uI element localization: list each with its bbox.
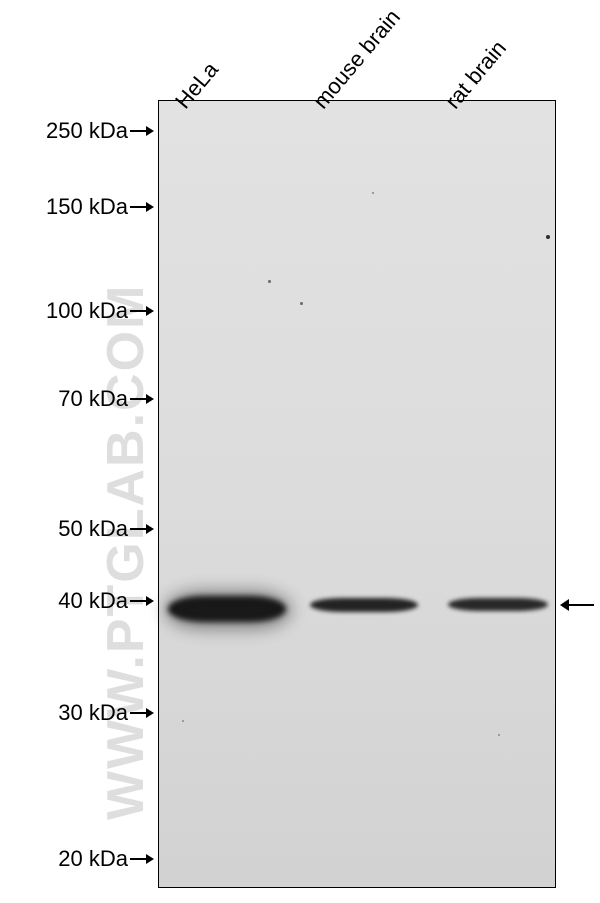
marker-label: 100 kDa	[0, 297, 158, 324]
noise-dot	[300, 302, 303, 305]
noise-dot	[372, 192, 374, 194]
marker-arrow-icon	[130, 124, 158, 138]
noise-dot	[268, 280, 271, 283]
marker-label-text: 70 kDa	[0, 386, 128, 412]
marker-arrow-icon	[130, 392, 158, 406]
band	[164, 590, 292, 630]
marker-arrow-icon	[130, 594, 158, 608]
marker-label: 150 kDa	[0, 193, 158, 220]
band	[310, 598, 418, 612]
marker-label-text: 30 kDa	[0, 700, 128, 726]
marker-arrow-icon	[130, 852, 158, 866]
marker-label-text: 40 kDa	[0, 588, 128, 614]
marker-label: 250 kDa	[0, 117, 158, 144]
marker-arrow-icon	[130, 522, 158, 536]
marker-arrow-icon	[130, 706, 158, 720]
marker-label-text: 50 kDa	[0, 516, 128, 542]
figure-container: { "figure": { "type": "western-blot", "w…	[0, 0, 600, 903]
marker-label: 40 kDa	[0, 587, 158, 614]
marker-label: 70 kDa	[0, 385, 158, 412]
noise-dot	[498, 734, 500, 736]
marker-label-text: 100 kDa	[0, 298, 128, 324]
marker-arrow-icon	[130, 200, 158, 214]
marker-label: 30 kDa	[0, 699, 158, 726]
marker-label-text: 150 kDa	[0, 194, 128, 220]
marker-label-text: 250 kDa	[0, 118, 128, 144]
marker-arrow-icon	[130, 304, 158, 318]
noise-dot	[546, 235, 550, 239]
marker-label: 20 kDa	[0, 845, 158, 872]
band-indicator-arrow	[560, 596, 596, 614]
band	[448, 598, 548, 611]
noise-dot	[182, 720, 184, 722]
marker-label: 50 kDa	[0, 515, 158, 542]
lane-label: mouse brain	[308, 5, 406, 114]
marker-label-text: 20 kDa	[0, 846, 128, 872]
blot-membrane	[158, 100, 556, 888]
